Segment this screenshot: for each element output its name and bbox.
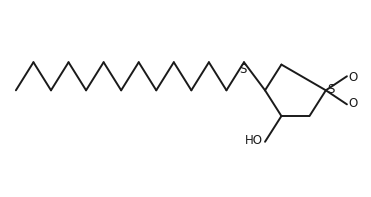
Text: S: S (328, 83, 335, 96)
Text: O: O (349, 97, 358, 110)
Text: HO: HO (245, 134, 263, 147)
Text: S: S (239, 63, 246, 76)
Text: O: O (349, 71, 358, 84)
